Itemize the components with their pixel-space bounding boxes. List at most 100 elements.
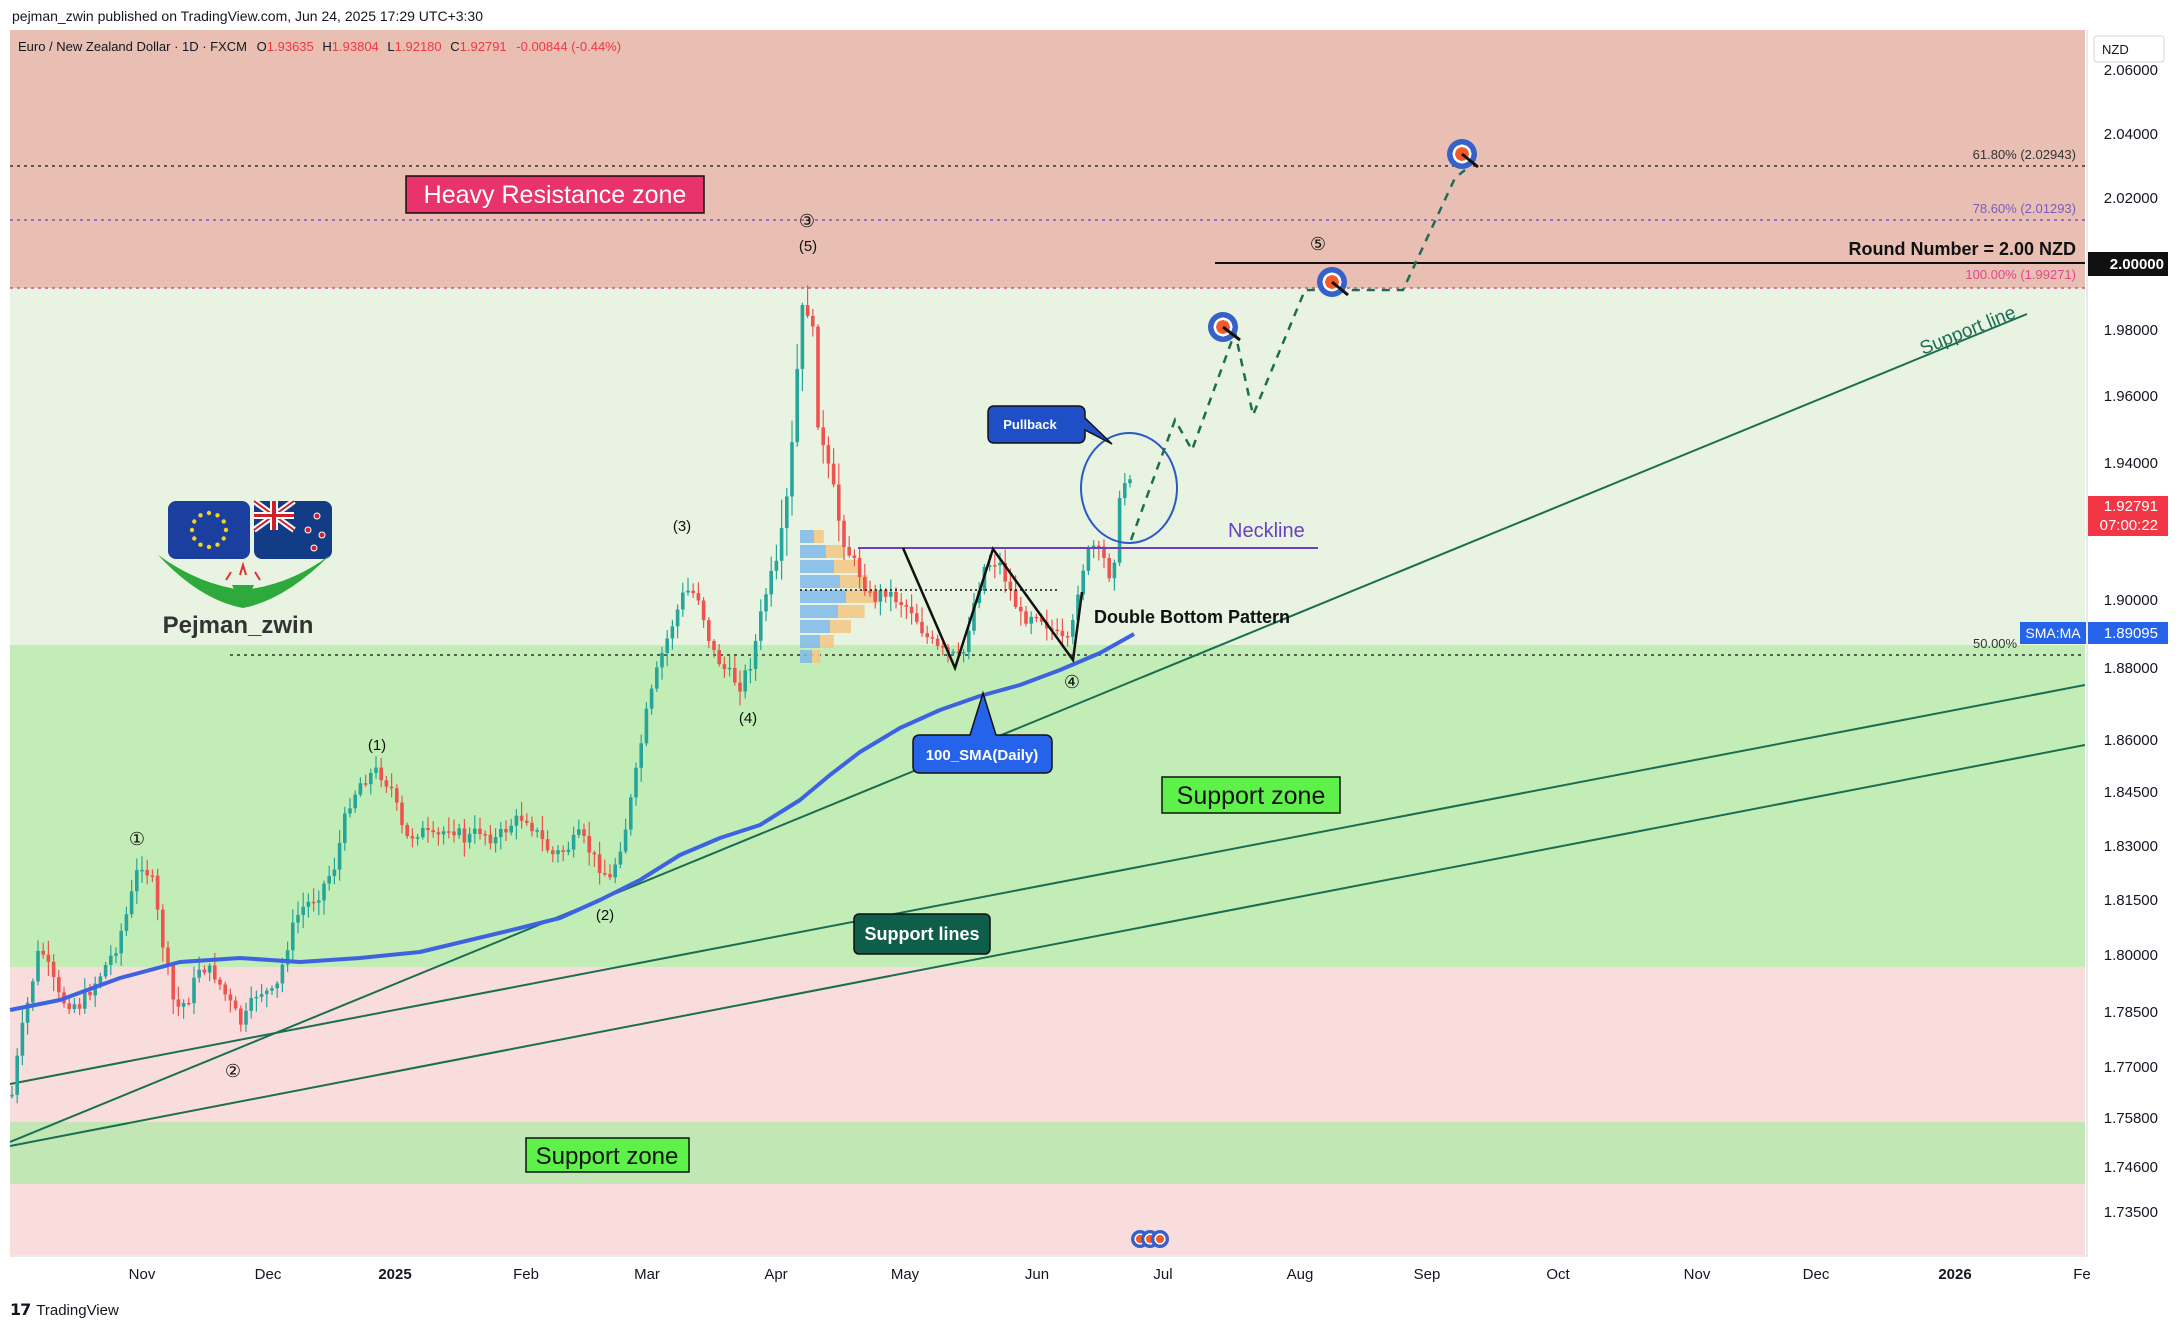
- candle-body: [337, 842, 342, 870]
- time-tick-label: Dec: [1803, 1266, 1830, 1283]
- candle-body: [774, 560, 779, 571]
- publisher-line: pejman_zwin published on TradingView.com…: [12, 8, 483, 24]
- brand-logo: Pejman_zwin: [158, 498, 332, 639]
- candle-body: [379, 767, 383, 781]
- candle-body: [10, 1094, 14, 1097]
- candle-body: [1076, 594, 1080, 621]
- candle-body: [863, 577, 867, 592]
- volume-profile-bar: [840, 575, 868, 588]
- candle-body: [909, 606, 914, 614]
- price-tick-label: 1.78500: [2104, 1004, 2158, 1021]
- candle-body: [785, 496, 789, 529]
- logo-red-marks: [225, 561, 261, 581]
- eu-flag: [168, 501, 250, 559]
- candle-body: [493, 837, 498, 844]
- time-tick-label: Feb: [513, 1266, 539, 1283]
- candle-body: [993, 565, 997, 567]
- candle-body: [124, 914, 129, 931]
- pullback-circle: [1080, 432, 1178, 544]
- candle-body: [582, 829, 586, 836]
- candle-body: [670, 626, 675, 639]
- candle-body: [764, 594, 768, 612]
- pullback-callout: [987, 405, 1113, 445]
- candle-body: [77, 1004, 82, 1009]
- candle-body: [935, 638, 940, 646]
- candle-body: [301, 906, 305, 915]
- projection-path: [1129, 169, 1466, 541]
- candle-body: [93, 983, 97, 996]
- candle-body: [462, 828, 467, 843]
- price-tick-label: 2.04000: [2104, 126, 2158, 143]
- candle-body: [447, 831, 451, 833]
- candle-body: [800, 305, 805, 369]
- candle-body: [1128, 479, 1132, 484]
- candle-body: [868, 591, 872, 593]
- fib-50-label: 50.00%: [1973, 636, 2018, 651]
- candle-body: [915, 613, 919, 622]
- price-axis[interactable]: NZD 2.06000 2.04000 2.02000 2.00000 1.98000 1…: [2020, 30, 2168, 1256]
- candle-body: [410, 836, 415, 839]
- candle-body: [639, 743, 643, 768]
- target-icon: [1208, 312, 1241, 342]
- candle-body: [597, 854, 602, 874]
- time-tick-label: 2026: [1938, 1266, 1971, 1283]
- subwave-label-1: (1): [368, 737, 386, 754]
- candle-body: [15, 1055, 19, 1095]
- candle-body: [83, 991, 87, 1009]
- volume-profile-bar: [800, 545, 826, 558]
- candle-body: [441, 831, 446, 835]
- candle-body: [1123, 483, 1127, 498]
- candle-body: [556, 850, 560, 855]
- candle-body: [109, 955, 113, 965]
- candle-body: [623, 829, 628, 852]
- candle-body: [852, 555, 857, 558]
- candle-body: [436, 832, 441, 835]
- candle-body: [1102, 546, 1106, 558]
- candle-body: [400, 802, 404, 825]
- candle-body: [98, 976, 103, 984]
- volume-profile-bar: [830, 620, 851, 633]
- candle-body: [925, 633, 929, 638]
- candle-body: [644, 708, 649, 744]
- candle-body: [114, 953, 118, 956]
- candle-body: [727, 667, 732, 670]
- volume-profile-bar: [800, 530, 814, 543]
- candle-body: [1112, 562, 1117, 579]
- price-tick-label: 1.84500: [2104, 784, 2158, 801]
- candle-body: [67, 1003, 71, 1010]
- candle-body: [738, 682, 742, 692]
- volume-profile-bar: [820, 635, 834, 648]
- volume-profile-bar: [800, 560, 834, 573]
- candle-body: [332, 869, 337, 877]
- currency-box[interactable]: [2093, 35, 2165, 63]
- wave-label-2: ②: [225, 1061, 241, 1081]
- candle-body: [577, 829, 581, 835]
- candle-body: [369, 772, 373, 785]
- current-price-tag: [2088, 496, 2168, 536]
- footer: 𝟭𝟳 TradingView: [10, 1300, 119, 1320]
- time-axis[interactable]: Nov Dec 2025 Feb Mar Apr May Jun Jul Aug Sep Oct Nov…: [10, 1255, 2091, 1290]
- time-tick-label: Apr: [764, 1266, 787, 1283]
- candle-body: [426, 827, 430, 831]
- currency-label: NZD: [2102, 42, 2129, 57]
- price-tick-label: 1.88000: [2104, 660, 2158, 677]
- volume-profile-bar: [838, 605, 865, 618]
- candle-body: [473, 828, 477, 834]
- time-tick-label: Sep: [1414, 1266, 1441, 1283]
- time-tick-label: Oct: [1546, 1266, 1570, 1283]
- candle-body: [41, 950, 45, 955]
- candle-body: [634, 767, 638, 798]
- time-tick-label: Nov: [129, 1266, 156, 1283]
- support-line-lower-2: [10, 744, 2085, 1147]
- fib-786-label: 78.60% (2.01293): [1973, 201, 2076, 216]
- candle-body: [46, 954, 51, 962]
- candle-body: [629, 797, 633, 830]
- candle-body: [717, 650, 721, 665]
- candle-body: [483, 834, 487, 836]
- candle-body: [530, 822, 534, 832]
- wave-label-1: ①: [129, 829, 145, 849]
- candle-body: [566, 849, 571, 852]
- resistance-zone: [10, 30, 2085, 288]
- candle-body: [353, 794, 357, 809]
- volume-profile-bar: [800, 590, 846, 603]
